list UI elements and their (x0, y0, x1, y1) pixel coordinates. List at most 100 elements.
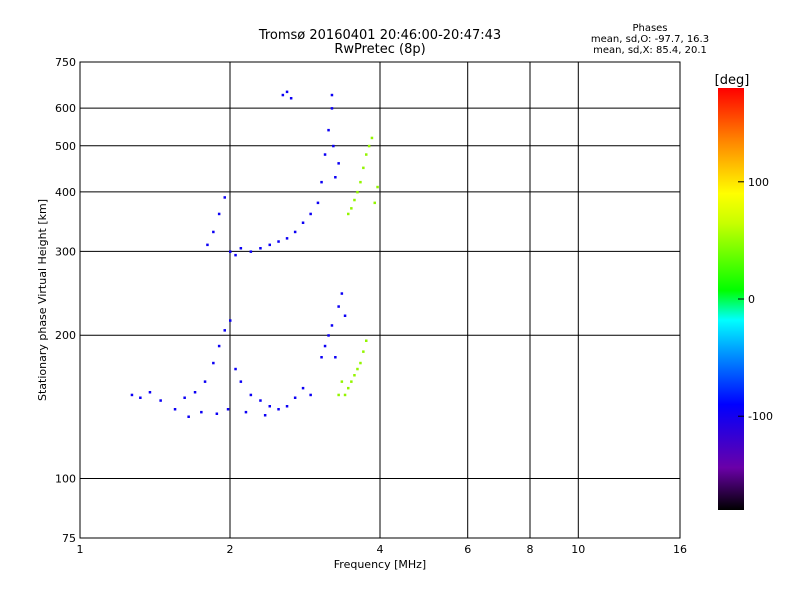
echo-point-o (309, 393, 312, 397)
echo-point-x (356, 190, 359, 194)
echo-point-o (173, 408, 177, 411)
x-tick-label: 1 (77, 543, 84, 556)
echo-point-x (343, 393, 347, 397)
y-tick-label: 750 (55, 56, 76, 69)
echo-point-o (343, 314, 347, 317)
echo-point-o (330, 93, 334, 97)
x-tick-label: 2 (227, 543, 234, 556)
colorbar-tick-label: 0 (748, 293, 755, 306)
x-tick-label: 10 (571, 543, 585, 556)
plot-grid (80, 62, 680, 538)
y-tick-label: 75 (62, 532, 76, 545)
echo-point-x (347, 212, 350, 216)
colorbar-tick-label: 100 (748, 176, 769, 189)
echo-point-o (334, 356, 337, 359)
x-tick-label: 4 (377, 543, 384, 556)
colorbar-tick-label: -100 (748, 410, 773, 423)
echo-point-x (373, 201, 376, 205)
echo-point-o (340, 292, 344, 295)
chart-subtitle: RwPretec (8p) (334, 42, 426, 57)
echo-point-o (234, 367, 237, 371)
echo-point-o (281, 93, 285, 97)
echo-point-o (268, 243, 271, 247)
x-tick-label: 8 (527, 543, 534, 556)
echo-point-o (239, 247, 243, 250)
echo-point-o (159, 399, 162, 402)
echo-point-o (212, 230, 215, 234)
echo-point-o (285, 237, 289, 240)
echo-point-o (289, 97, 293, 100)
echo-point-x (350, 380, 353, 383)
echo-point-o (301, 386, 305, 390)
echo-point-o (183, 396, 186, 399)
echo-point-o (239, 380, 243, 383)
echo-point-o (212, 361, 215, 365)
echo-point-x (337, 393, 340, 397)
echo-point-o (285, 90, 289, 94)
echo-point-o (249, 393, 253, 397)
echo-point-o (330, 107, 334, 110)
echo-point-o (332, 144, 335, 148)
echo-point-o (323, 153, 327, 156)
echo-point-x (340, 380, 344, 383)
echo-point-o (229, 250, 232, 253)
echo-point-o (229, 319, 232, 322)
echo-point-o (217, 212, 221, 216)
echo-point-x (356, 367, 359, 371)
echo-point-x (367, 144, 371, 148)
x-axis-ticks: 1 2 4 6 8 10 16 (77, 543, 688, 556)
echo-point-o (193, 391, 197, 394)
echo-point-o (187, 415, 190, 418)
y-tick-label: 400 (55, 186, 76, 199)
phases-legend-title: Phases (632, 23, 668, 34)
echo-point-o (293, 396, 297, 399)
y-axis-label: Stationary phase Virtual Height [km] (36, 199, 49, 401)
chart-title: Tromsø 20160401 20:46:00-20:47:43 (258, 28, 502, 43)
echo-point-o (203, 380, 207, 383)
echo-point-o (226, 408, 230, 411)
echo-point-o (293, 230, 297, 234)
echo-point-o (244, 410, 248, 414)
echo-point-o (327, 334, 330, 337)
echo-point-o (277, 408, 280, 411)
echo-point-x (359, 361, 362, 365)
y-tick-label: 200 (55, 329, 76, 342)
echo-point-o (223, 329, 226, 332)
echo-point-o (320, 356, 323, 359)
echo-point-o (323, 344, 327, 348)
x-axis-label: Frequency [MHz] (334, 558, 426, 571)
echo-point-o (320, 180, 323, 184)
echo-point-o (301, 221, 305, 224)
y-axis-ticks: 75 100 200 300 400 500 600 750 (55, 56, 76, 545)
echo-point-o (316, 201, 320, 205)
echo-point-o (217, 344, 221, 348)
echo-point-x (362, 166, 365, 170)
y-tick-label: 600 (55, 102, 76, 115)
echo-point-x (362, 350, 365, 353)
echo-point-x (365, 339, 368, 342)
echo-point-o (200, 410, 203, 414)
echo-point-o (263, 414, 267, 417)
echo-point-x (376, 185, 379, 189)
x-tick-label: 16 (673, 543, 687, 556)
echo-point-o (277, 240, 280, 243)
echo-point-o (148, 391, 152, 394)
y-tick-label: 100 (55, 473, 76, 486)
echo-point-x (359, 180, 362, 184)
echo-point-o (234, 253, 237, 257)
echo-point-o (223, 196, 226, 199)
echo-point-o (130, 393, 134, 397)
echo-point-o (285, 405, 289, 408)
echo-point-o (259, 399, 262, 402)
echo-point-o (249, 250, 253, 253)
echo-point-x (350, 207, 353, 210)
colorbar-unit: [deg] (715, 73, 750, 88)
echo-point-o (309, 212, 312, 216)
plot-frame (79, 61, 681, 539)
y-tick-label: 500 (55, 140, 76, 153)
echo-point-o (330, 324, 334, 327)
echo-point-o (268, 405, 271, 408)
echo-point-x (353, 198, 356, 202)
echo-point-x (347, 386, 350, 390)
